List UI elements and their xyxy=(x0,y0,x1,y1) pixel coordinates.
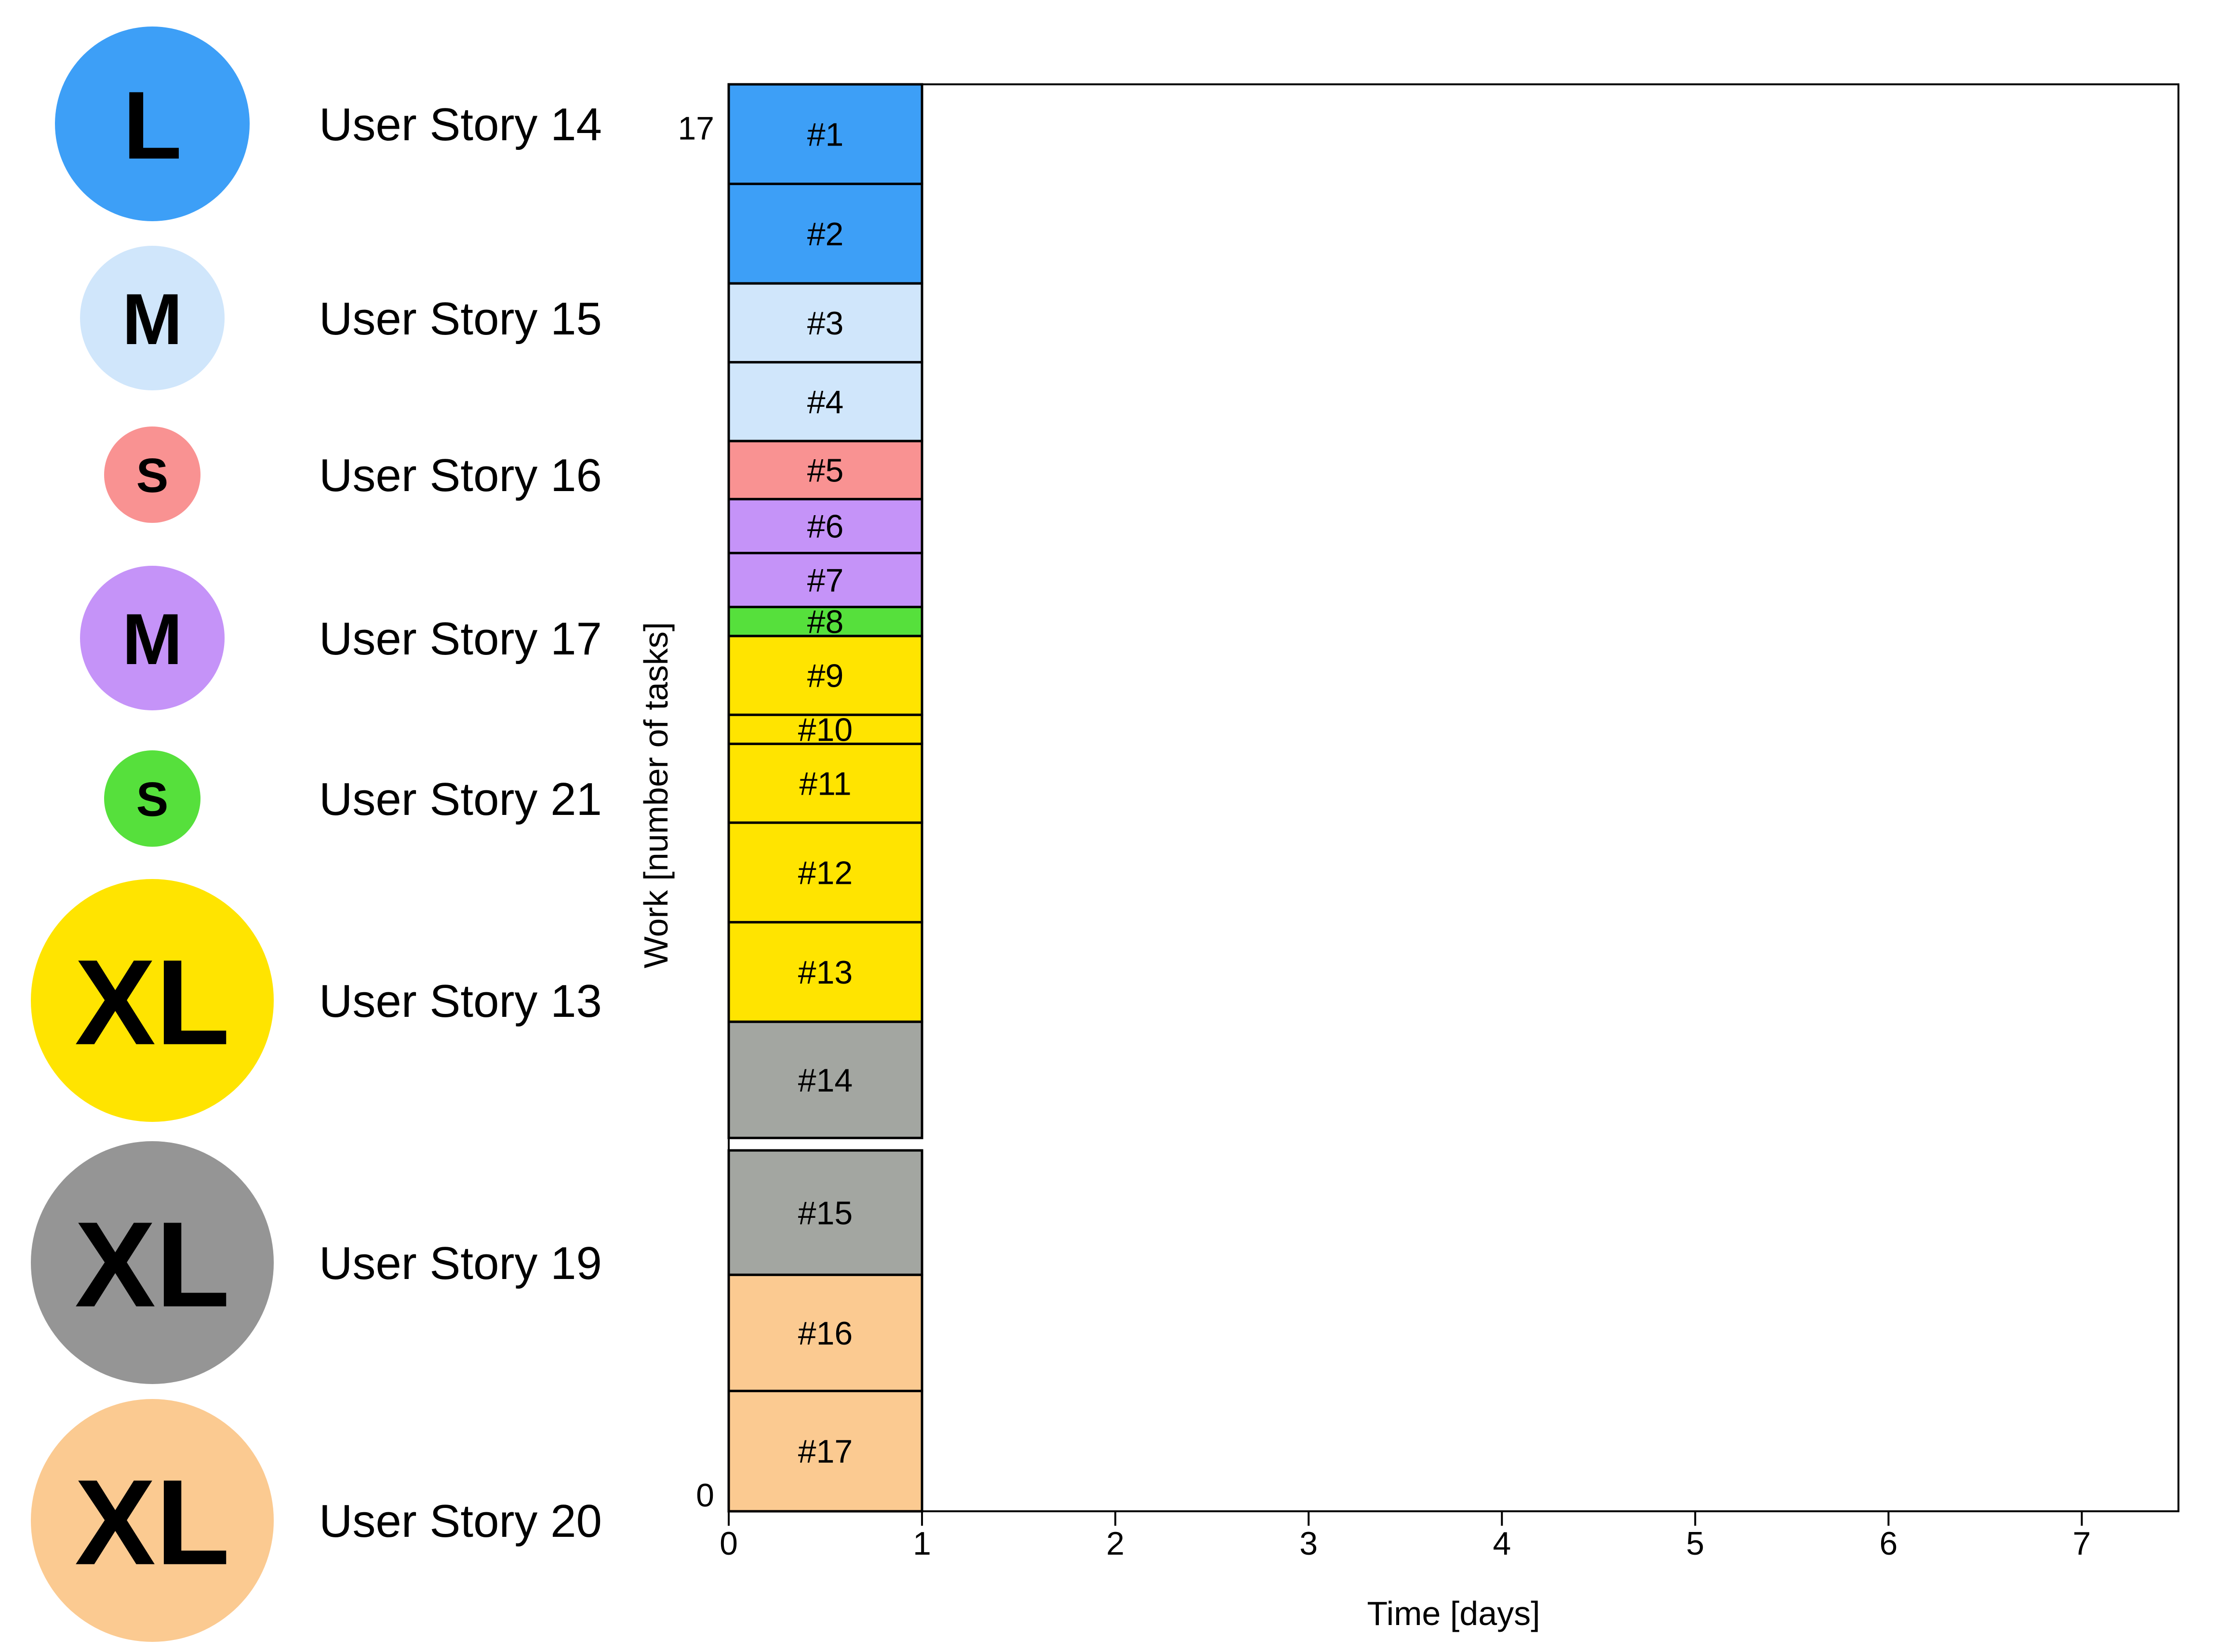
task-block xyxy=(727,1389,923,1513)
y-axis-ticks: 0 17 xyxy=(678,110,714,1514)
legend-size-circle xyxy=(80,566,225,710)
task-block-label: #11 xyxy=(799,765,851,802)
legend-story-name: User Story 14 xyxy=(319,99,602,150)
legend-size-circle xyxy=(31,879,274,1122)
legend-story-name: User Story 13 xyxy=(319,975,602,1027)
task-block-label: #6 xyxy=(807,508,844,545)
task-block-label: #5 xyxy=(807,453,844,489)
y-tick-label: 17 xyxy=(678,110,714,147)
legend-size-circle xyxy=(55,27,250,221)
legend-story-name: User Story 20 xyxy=(319,1495,602,1547)
y-axis-title: Work [number of tasks] xyxy=(637,622,675,968)
legend-story-name: User Story 19 xyxy=(319,1238,602,1289)
task-block xyxy=(727,1020,923,1139)
task-block-label: #9 xyxy=(807,658,844,694)
task-block xyxy=(727,498,923,555)
task-block xyxy=(727,743,923,824)
y-tick-label: 0 xyxy=(696,1477,714,1514)
legend-size-label: M xyxy=(122,599,183,679)
legend: L User Story 14 M User Story 15 S User Story … xyxy=(31,27,602,1642)
task-blocks: #1 #2 #3 #4 #5 #6 #7 #8 #9 #10 #11 #12 #13 #14 #15 #16 #… xyxy=(727,83,923,1513)
legend-size-label: XL xyxy=(75,935,230,1070)
legend-size-label: S xyxy=(136,449,169,503)
legend-story-name: User Story 17 xyxy=(319,613,602,665)
legend-size-label: L xyxy=(123,72,182,179)
task-block xyxy=(727,552,923,609)
legend-story-name: User Story 15 xyxy=(319,293,602,345)
x-axis-title: Time [days] xyxy=(1367,1595,1540,1632)
task-block-label: #10 xyxy=(798,711,853,748)
legend-size-circle xyxy=(31,1399,274,1642)
legend-size-circle xyxy=(31,1141,274,1384)
task-block-label: #12 xyxy=(798,854,853,891)
task-block-label: #15 xyxy=(798,1195,853,1231)
legend-size-circle xyxy=(80,246,225,390)
x-tick-label: 4 xyxy=(1493,1525,1511,1562)
legend-size-label: M xyxy=(122,279,183,360)
x-tick-label: 5 xyxy=(1686,1525,1704,1562)
x-tick-label: 0 xyxy=(720,1525,738,1562)
task-block-label: #4 xyxy=(807,384,844,420)
legend-story-name: User Story 21 xyxy=(319,773,602,825)
legend-size-label: S xyxy=(136,773,169,826)
legend-size-label: XL xyxy=(75,1197,230,1332)
legend-size-label: XL xyxy=(75,1455,230,1590)
task-block xyxy=(727,1149,923,1276)
task-block xyxy=(727,921,923,1023)
task-block-label: #8 xyxy=(807,604,844,640)
task-block-label: #3 xyxy=(807,305,844,342)
task-block-label: #2 xyxy=(807,216,844,253)
task-block xyxy=(727,1273,923,1392)
x-axis-ticks: 0 1 2 3 4 5 6 7 xyxy=(720,1511,2091,1562)
task-block-label: #14 xyxy=(798,1062,853,1099)
x-tick-label: 7 xyxy=(2073,1525,2091,1562)
x-tick-label: 1 xyxy=(913,1525,931,1562)
x-tick-label: 3 xyxy=(1299,1525,1318,1562)
task-block-label: #17 xyxy=(798,1433,853,1470)
task-block-label: #16 xyxy=(798,1315,853,1352)
task-block-label: #7 xyxy=(807,562,844,599)
task-block-label: #13 xyxy=(798,954,853,991)
x-tick-label: 6 xyxy=(1879,1525,1897,1562)
legend-size-circle xyxy=(104,426,200,523)
x-tick-label: 2 xyxy=(1106,1525,1124,1562)
legend-story-name: User Story 16 xyxy=(319,450,602,501)
task-block-label: #1 xyxy=(807,116,844,153)
legend-size-circle xyxy=(104,750,200,847)
plot-frame xyxy=(728,83,2179,1512)
